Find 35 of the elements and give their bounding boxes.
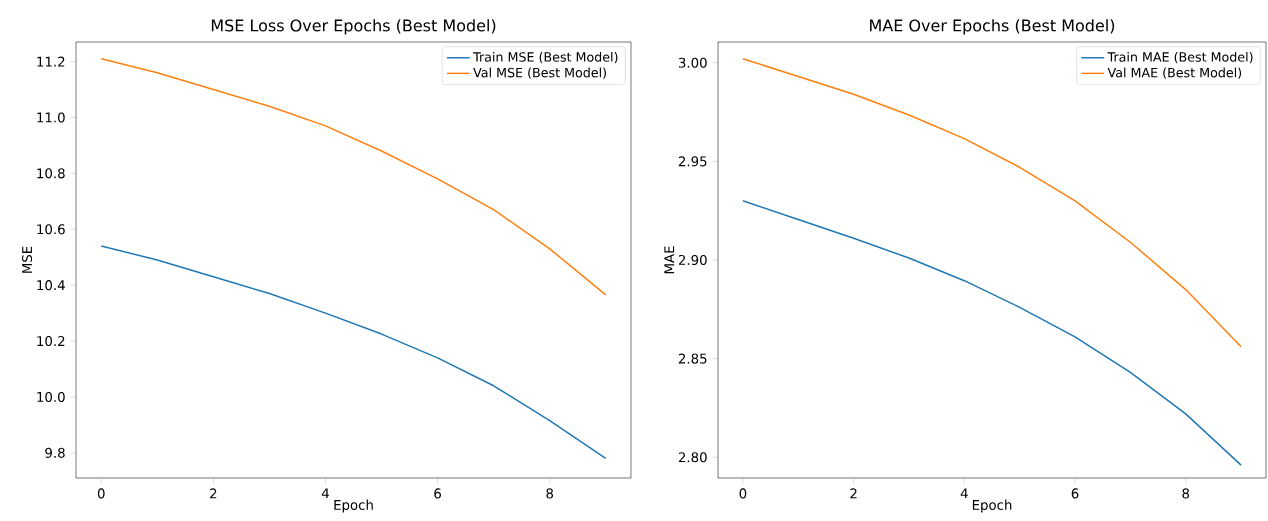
- y-tick-label: 10.0: [37, 391, 65, 402]
- y-tick-label: 3.00: [678, 57, 707, 68]
- x-tick-label: 8: [546, 488, 554, 499]
- chart-title: MAE Over Epochs (Best Model): [870, 19, 1115, 35]
- x-axis-title: Epoch: [334, 499, 373, 513]
- chart-title: MSE Loss Over Epochs (Best Model): [211, 19, 496, 35]
- x-tick-label: 6: [434, 488, 441, 499]
- y-axis-title: MSE: [22, 246, 33, 273]
- y-axis-title: MAE: [664, 246, 675, 274]
- y-tick-label: 11.0: [37, 112, 65, 123]
- x-tick-label: 4: [960, 488, 968, 499]
- y-tick-label: 10.2: [37, 335, 65, 347]
- x-tick-label: 0: [97, 488, 105, 499]
- y-tick-label: 10.6: [37, 224, 65, 235]
- line-series: [742, 200, 1242, 466]
- line-series: [100, 245, 607, 460]
- x-axis-title: Epoch: [972, 499, 1012, 513]
- legend-label: Train MSE (Best Model): [473, 51, 618, 64]
- y-tick-label: 10.4: [37, 280, 65, 291]
- x-tick-label: 0: [739, 488, 747, 499]
- y-tick-label: 2.95: [678, 156, 707, 167]
- y-tick-label: 2.80: [678, 452, 707, 463]
- x-tick-label: 4: [321, 488, 329, 499]
- y-tick-label: 2.85: [678, 353, 707, 364]
- y-tick-label: 2.90: [678, 254, 707, 266]
- x-tick-label: 6: [1071, 488, 1079, 499]
- legend-label: Val MSE (Best Model): [473, 67, 606, 79]
- y-tick-label: 10.8: [37, 168, 65, 179]
- legend-label: Val MAE (Best Model): [1107, 67, 1242, 79]
- y-tick-label: 9.8: [45, 447, 65, 458]
- legend-label: Train MAE (Best Model): [1107, 51, 1253, 64]
- x-tick-label: 2: [210, 488, 217, 499]
- x-tick-label: 2: [850, 488, 857, 499]
- x-tick-label: 8: [1182, 488, 1190, 499]
- y-tick-label: 11.2: [37, 56, 65, 67]
